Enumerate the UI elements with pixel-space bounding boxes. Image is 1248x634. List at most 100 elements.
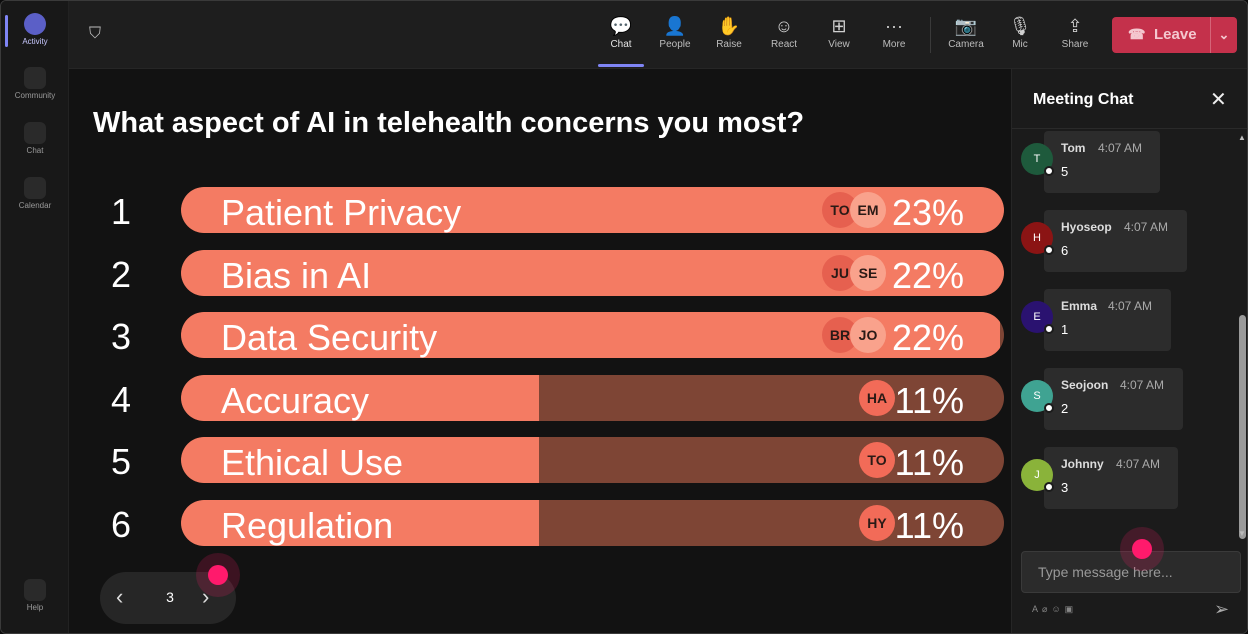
result-bar-fill [181,374,539,421]
sender-name: Emma [1061,299,1098,313]
toolbar-camera-button[interactable]: 📷 Camera [941,13,991,50]
result-bar: Patient Privacy TO EM 23% [181,187,1004,233]
option-percent: 11% [894,379,964,421]
message-text: 5 [1061,164,1069,179]
sender-name: Hyoseop [1061,220,1112,234]
toolbar-chat-button[interactable]: 💬 Chat [596,13,646,50]
message-bubble: Seojoon 4:07 AM 2 [1044,368,1183,430]
message-time: 4:07 AM [1108,299,1153,313]
chevron-right-icon[interactable]: › [202,584,210,609]
poll-option-row: 6 Regulation HY 11% [109,499,1009,548]
message-bubble: Johnny 4:07 AM 3 [1044,447,1178,509]
toolbar-button-label: Chat [610,39,632,50]
rail-item-label: Activity [22,37,48,46]
rail-item-label: Help [26,603,44,612]
chat-title: Meeting Chat [1033,91,1134,108]
chat-format-tools: A⌀☺▣ [1032,604,1077,615]
voter-avatar: HY [859,504,895,541]
page-number: 3 [166,589,174,605]
result-bar: Data Security BR JO 22% [181,312,1004,358]
rail-item-help[interactable]: Help [1,579,69,612]
message-text: 3 [1061,480,1069,495]
chat-message-input[interactable]: Type message here... [1021,551,1241,593]
result-bar: Ethical Use TO 11% [181,437,1004,483]
toolbar-button-label: React [770,39,798,50]
send-icon[interactable]: ➢ [1214,599,1230,619]
scroll-thumb[interactable] [1239,315,1246,539]
rail-item-label: Community [14,91,56,100]
camera-off-icon: 📷 [954,16,978,36]
poll-option-row: 5 Ethical Use TO 11% [109,437,1009,485]
emoji-icon[interactable]: ☺ [1051,604,1065,614]
presence-status-icon [1044,166,1054,176]
poll-question: What aspect of AI in telehealth concerns… [93,107,805,139]
bell-icon [24,13,46,35]
chevron-left-icon[interactable]: ‹ [116,584,124,609]
poll-stage: What aspect of AI in telehealth concerns… [69,69,1011,633]
toolbar-view-button[interactable]: ⊞ View [814,13,864,50]
toolbar-more-button[interactable]: ··· More [869,13,919,50]
gif-icon[interactable]: ▣ [1064,604,1078,614]
sender-name: Tom [1061,141,1086,155]
view-icon: ⊞ [831,16,847,36]
option-label: Regulation [221,504,394,546]
format-icon[interactable]: A [1032,604,1043,614]
shield-icon[interactable]: ⛉ [89,25,102,42]
rail-active-indicator [5,15,8,47]
chat-input-placeholder: Type message here... [1038,564,1173,580]
message-bubble: Hyoseop 4:07 AM 6 [1044,210,1187,272]
rail-item-community[interactable]: Community [1,67,69,100]
option-label: Patient Privacy [221,192,462,233]
toolbar-button-label: Share [1061,39,1089,50]
message-time: 4:07 AM [1120,378,1165,392]
message-bubble: Emma 4:07 AM 1 [1044,289,1171,351]
attach-icon[interactable]: ⌀ [1042,604,1052,614]
toolbar-button-label: Camera [948,39,984,50]
toolbar-react-button[interactable]: ☺ React [759,13,809,50]
toolbar-mic-button[interactable]: 🎙 Mic [995,13,1045,50]
option-rank: 2 [110,253,132,295]
toolbar-people-button[interactable]: 👤 People [650,13,700,50]
raise-hand-icon: ✋ [717,16,741,36]
rail-item-activity[interactable]: Activity [1,13,69,46]
active-tab-indicator [598,64,644,67]
scroll-up-arrow-icon[interactable]: ▲ [1238,133,1246,142]
sender-name: Seojoon [1061,378,1109,392]
toolbar-button-label: Mic [1012,39,1028,50]
toolbar-raise-button[interactable]: ✋ Raise [704,13,754,50]
option-label: Data Security [221,317,438,358]
meeting-chat-panel: Meeting Chat ✕ Tom 4:07 AM 5 T Hyoseop 4:07 A… [1011,69,1247,633]
toolbar-divider [930,17,931,53]
message-text: 1 [1061,322,1069,337]
close-icon[interactable]: ✕ [1210,89,1227,111]
chat-icon: 💬 [609,16,633,36]
rail-item-label: Calendar [18,201,52,210]
rail-item-chat[interactable]: Chat [1,122,69,155]
voter-avatar: EM [850,192,886,228]
option-percent: 11% [894,504,964,546]
scroll-down-arrow-icon[interactable]: ▼ [1238,529,1246,538]
meeting-toolbar: ⛉ 💬 Chat 👤 People ✋ Raise ☺ React ⊞ View… [69,1,1247,69]
leave-button[interactable]: ☎ Leave ⌄ [1112,17,1237,53]
poll-option-row: 4 Accuracy HA 11% [109,374,1009,423]
result-bar: Regulation HY 11% [181,499,1004,546]
sender-name: Johnny [1061,457,1104,471]
option-percent: 22% [891,317,964,358]
rail-item-calendar[interactable]: Calendar [1,177,69,210]
chevron-down-icon[interactable]: ⌄ [1210,17,1237,53]
result-bar-fill [181,437,539,483]
pointer-highlight [208,565,228,585]
toolbar-share-button[interactable]: ⇪ Share [1050,13,1100,50]
toolbar-button-label: More [882,39,906,50]
option-label: Accuracy [221,379,370,421]
poll-option-row: 1 Patient Privacy TO EM 23% [109,187,1009,235]
chat-icon [24,122,46,144]
message-time: 4:07 AM [1124,220,1169,234]
poll-option-row: 3 Data Security BR JO 22% [109,312,1009,360]
message-text: 6 [1061,243,1069,258]
more-icon: ··· [885,16,903,36]
message-bubble: Tom 4:07 AM 5 [1044,131,1160,193]
avatar[interactable]: E [1021,301,1053,333]
voter-avatar: TO [859,442,895,478]
